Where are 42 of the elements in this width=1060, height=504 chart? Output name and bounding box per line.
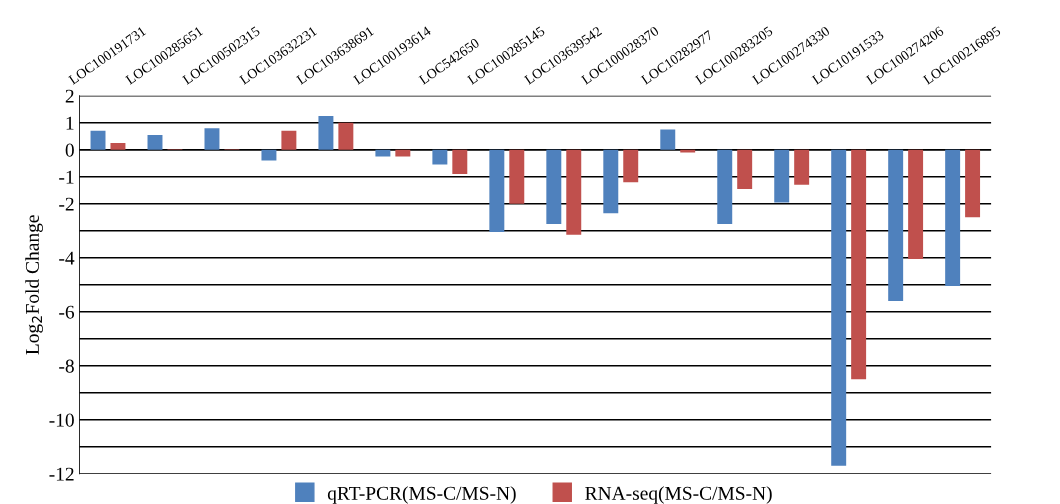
bar xyxy=(261,149,277,161)
bar xyxy=(737,149,753,189)
bar xyxy=(452,149,468,175)
bar xyxy=(660,129,676,150)
bar xyxy=(281,130,297,150)
bar xyxy=(318,116,334,150)
bar xyxy=(831,149,847,466)
y-tick-label: -6 xyxy=(59,305,75,319)
y-tick-label: -8 xyxy=(59,359,74,373)
bar xyxy=(204,128,220,150)
y-tick-label: 2 xyxy=(65,89,74,103)
y-tick-label: 0 xyxy=(65,143,74,157)
bar xyxy=(888,149,904,301)
bar xyxy=(717,149,733,225)
bar xyxy=(774,149,790,203)
legend-label: qRT-PCR(MS-C/MS-N) xyxy=(327,486,516,504)
y-tick-label: -4 xyxy=(59,251,75,265)
bar xyxy=(623,149,639,183)
y-tick-label: -2 xyxy=(59,197,74,211)
bar xyxy=(432,149,448,165)
bar xyxy=(908,149,924,260)
bar xyxy=(566,149,582,235)
bar xyxy=(375,149,391,157)
bar xyxy=(546,149,562,225)
y-tick-label: 1 xyxy=(66,116,74,130)
bar xyxy=(851,149,867,380)
bar xyxy=(338,122,354,150)
bar xyxy=(147,134,163,150)
bar xyxy=(794,149,810,185)
bar xyxy=(945,149,961,287)
y-tick-label: -10 xyxy=(49,413,74,427)
bar xyxy=(110,143,126,150)
bar xyxy=(489,149,505,233)
bar xyxy=(509,149,525,204)
legend-label: RNA-seq(MS-C/MS-N) xyxy=(585,486,772,504)
y-axis-title: Log$_{2}$Fold Change xyxy=(25,215,43,355)
y-tick-label: -12 xyxy=(49,467,74,481)
y-tick-label: -1 xyxy=(59,170,74,184)
bar xyxy=(395,149,411,157)
bar xyxy=(965,149,981,218)
bar xyxy=(603,149,619,214)
bar xyxy=(90,130,106,150)
